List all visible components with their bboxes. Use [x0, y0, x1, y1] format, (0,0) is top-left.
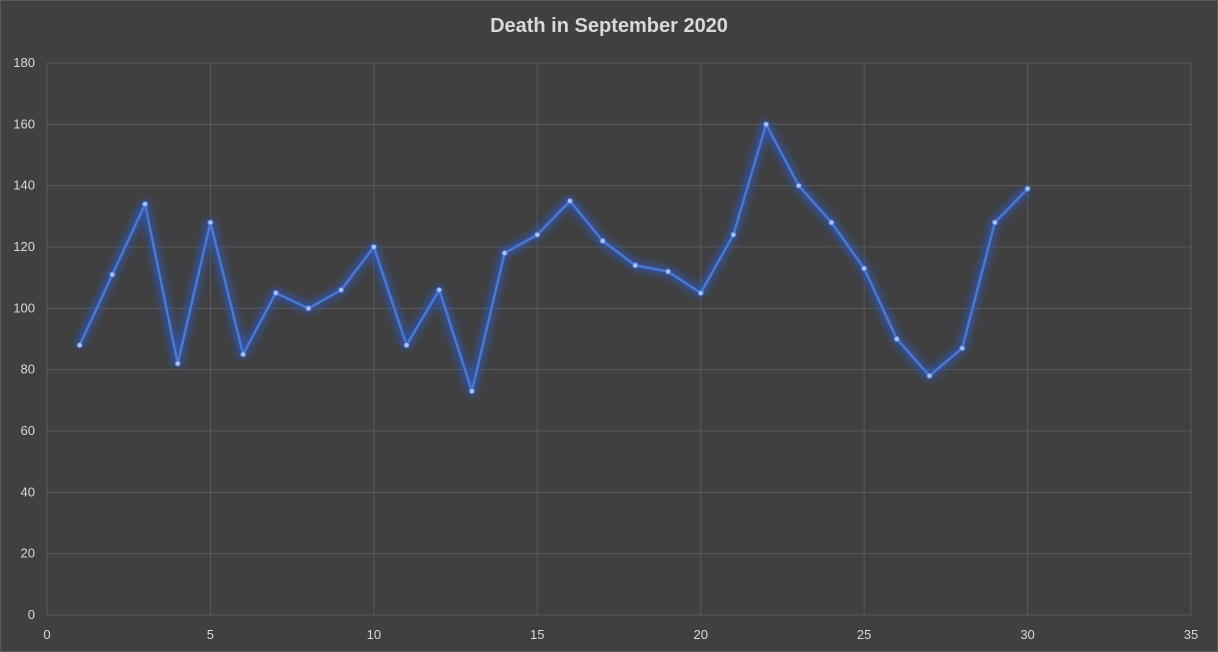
data-point	[599, 237, 606, 244]
data-point	[501, 250, 508, 257]
data-point	[534, 231, 541, 238]
chart-title: Death in September 2020	[490, 15, 728, 37]
data-point	[762, 121, 770, 128]
y-tick-label: 160	[13, 116, 35, 131]
x-tick-label: 15	[530, 627, 544, 642]
data-point	[566, 197, 574, 205]
data-point	[632, 262, 639, 269]
data-point	[240, 351, 247, 358]
data-point	[338, 286, 345, 294]
data-point	[207, 219, 214, 226]
data-point	[174, 360, 181, 367]
data-point	[893, 335, 900, 343]
x-tick-label: 30	[1020, 627, 1034, 642]
x-tick-label: 5	[207, 627, 214, 642]
y-tick-label: 40	[21, 484, 35, 499]
data-point	[697, 289, 704, 297]
data-point	[926, 372, 933, 379]
y-tick-label: 120	[13, 239, 35, 254]
tick-labels: 0 20 40 60 80 100 120 140 160 180 0 5 10 15 20 25 30 35	[13, 55, 1198, 642]
x-tick-label: 10	[367, 627, 381, 642]
data-point	[468, 388, 476, 395]
y-tick-label: 140	[13, 178, 35, 193]
data-point	[370, 243, 377, 251]
x-tick-label: 20	[693, 627, 707, 642]
data-point	[436, 286, 443, 294]
data-point	[795, 182, 802, 189]
x-tick-label: 0	[43, 627, 50, 642]
y-tick-label: 60	[21, 423, 35, 438]
series-line	[78, 123, 1029, 393]
data-point	[403, 342, 410, 349]
x-tick-label: 25	[857, 627, 871, 642]
data-point	[991, 219, 998, 226]
data-point	[272, 289, 279, 297]
y-tick-label: 180	[13, 55, 35, 70]
grid-lines	[46, 62, 1192, 616]
x-tick-label: 35	[1184, 627, 1198, 642]
data-point	[861, 265, 868, 272]
y-tick-label: 100	[13, 300, 35, 315]
y-tick-label: 80	[21, 362, 35, 377]
data-point	[141, 200, 149, 208]
series-line-glow	[76, 120, 1031, 396]
data-point	[109, 271, 116, 278]
data-point	[959, 345, 966, 352]
y-tick-label: 0	[28, 607, 35, 622]
y-tick-label: 20	[21, 546, 35, 561]
series-layer	[76, 120, 1031, 396]
data-point	[305, 305, 312, 312]
data-point	[664, 268, 672, 275]
data-point	[76, 342, 83, 349]
data-point	[1024, 185, 1031, 192]
data-point	[828, 219, 835, 226]
data-point	[730, 231, 737, 238]
